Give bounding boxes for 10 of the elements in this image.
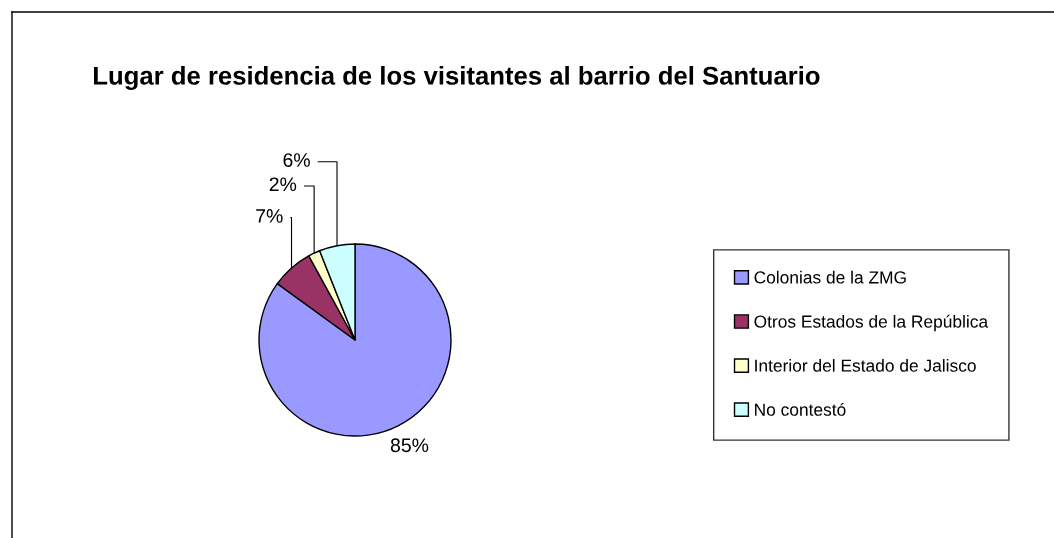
data-label: 7% [256, 209, 283, 223]
legend-label: Colonias de la ZMG [754, 270, 906, 284]
pie-slice [258, 243, 452, 437]
chart-title: Lugar de residencia de los visitantes al barrio del Santuario [94, 65, 820, 91]
data-label: 6% [283, 153, 310, 167]
legend-label: No contestó [755, 402, 846, 416]
legend-label: Otros Estados de la República [754, 314, 989, 332]
legend-label: Interior del Estado de Jalisco [755, 359, 976, 372]
data-label: 85% [390, 438, 429, 453]
data-label: 2% [269, 177, 297, 192]
